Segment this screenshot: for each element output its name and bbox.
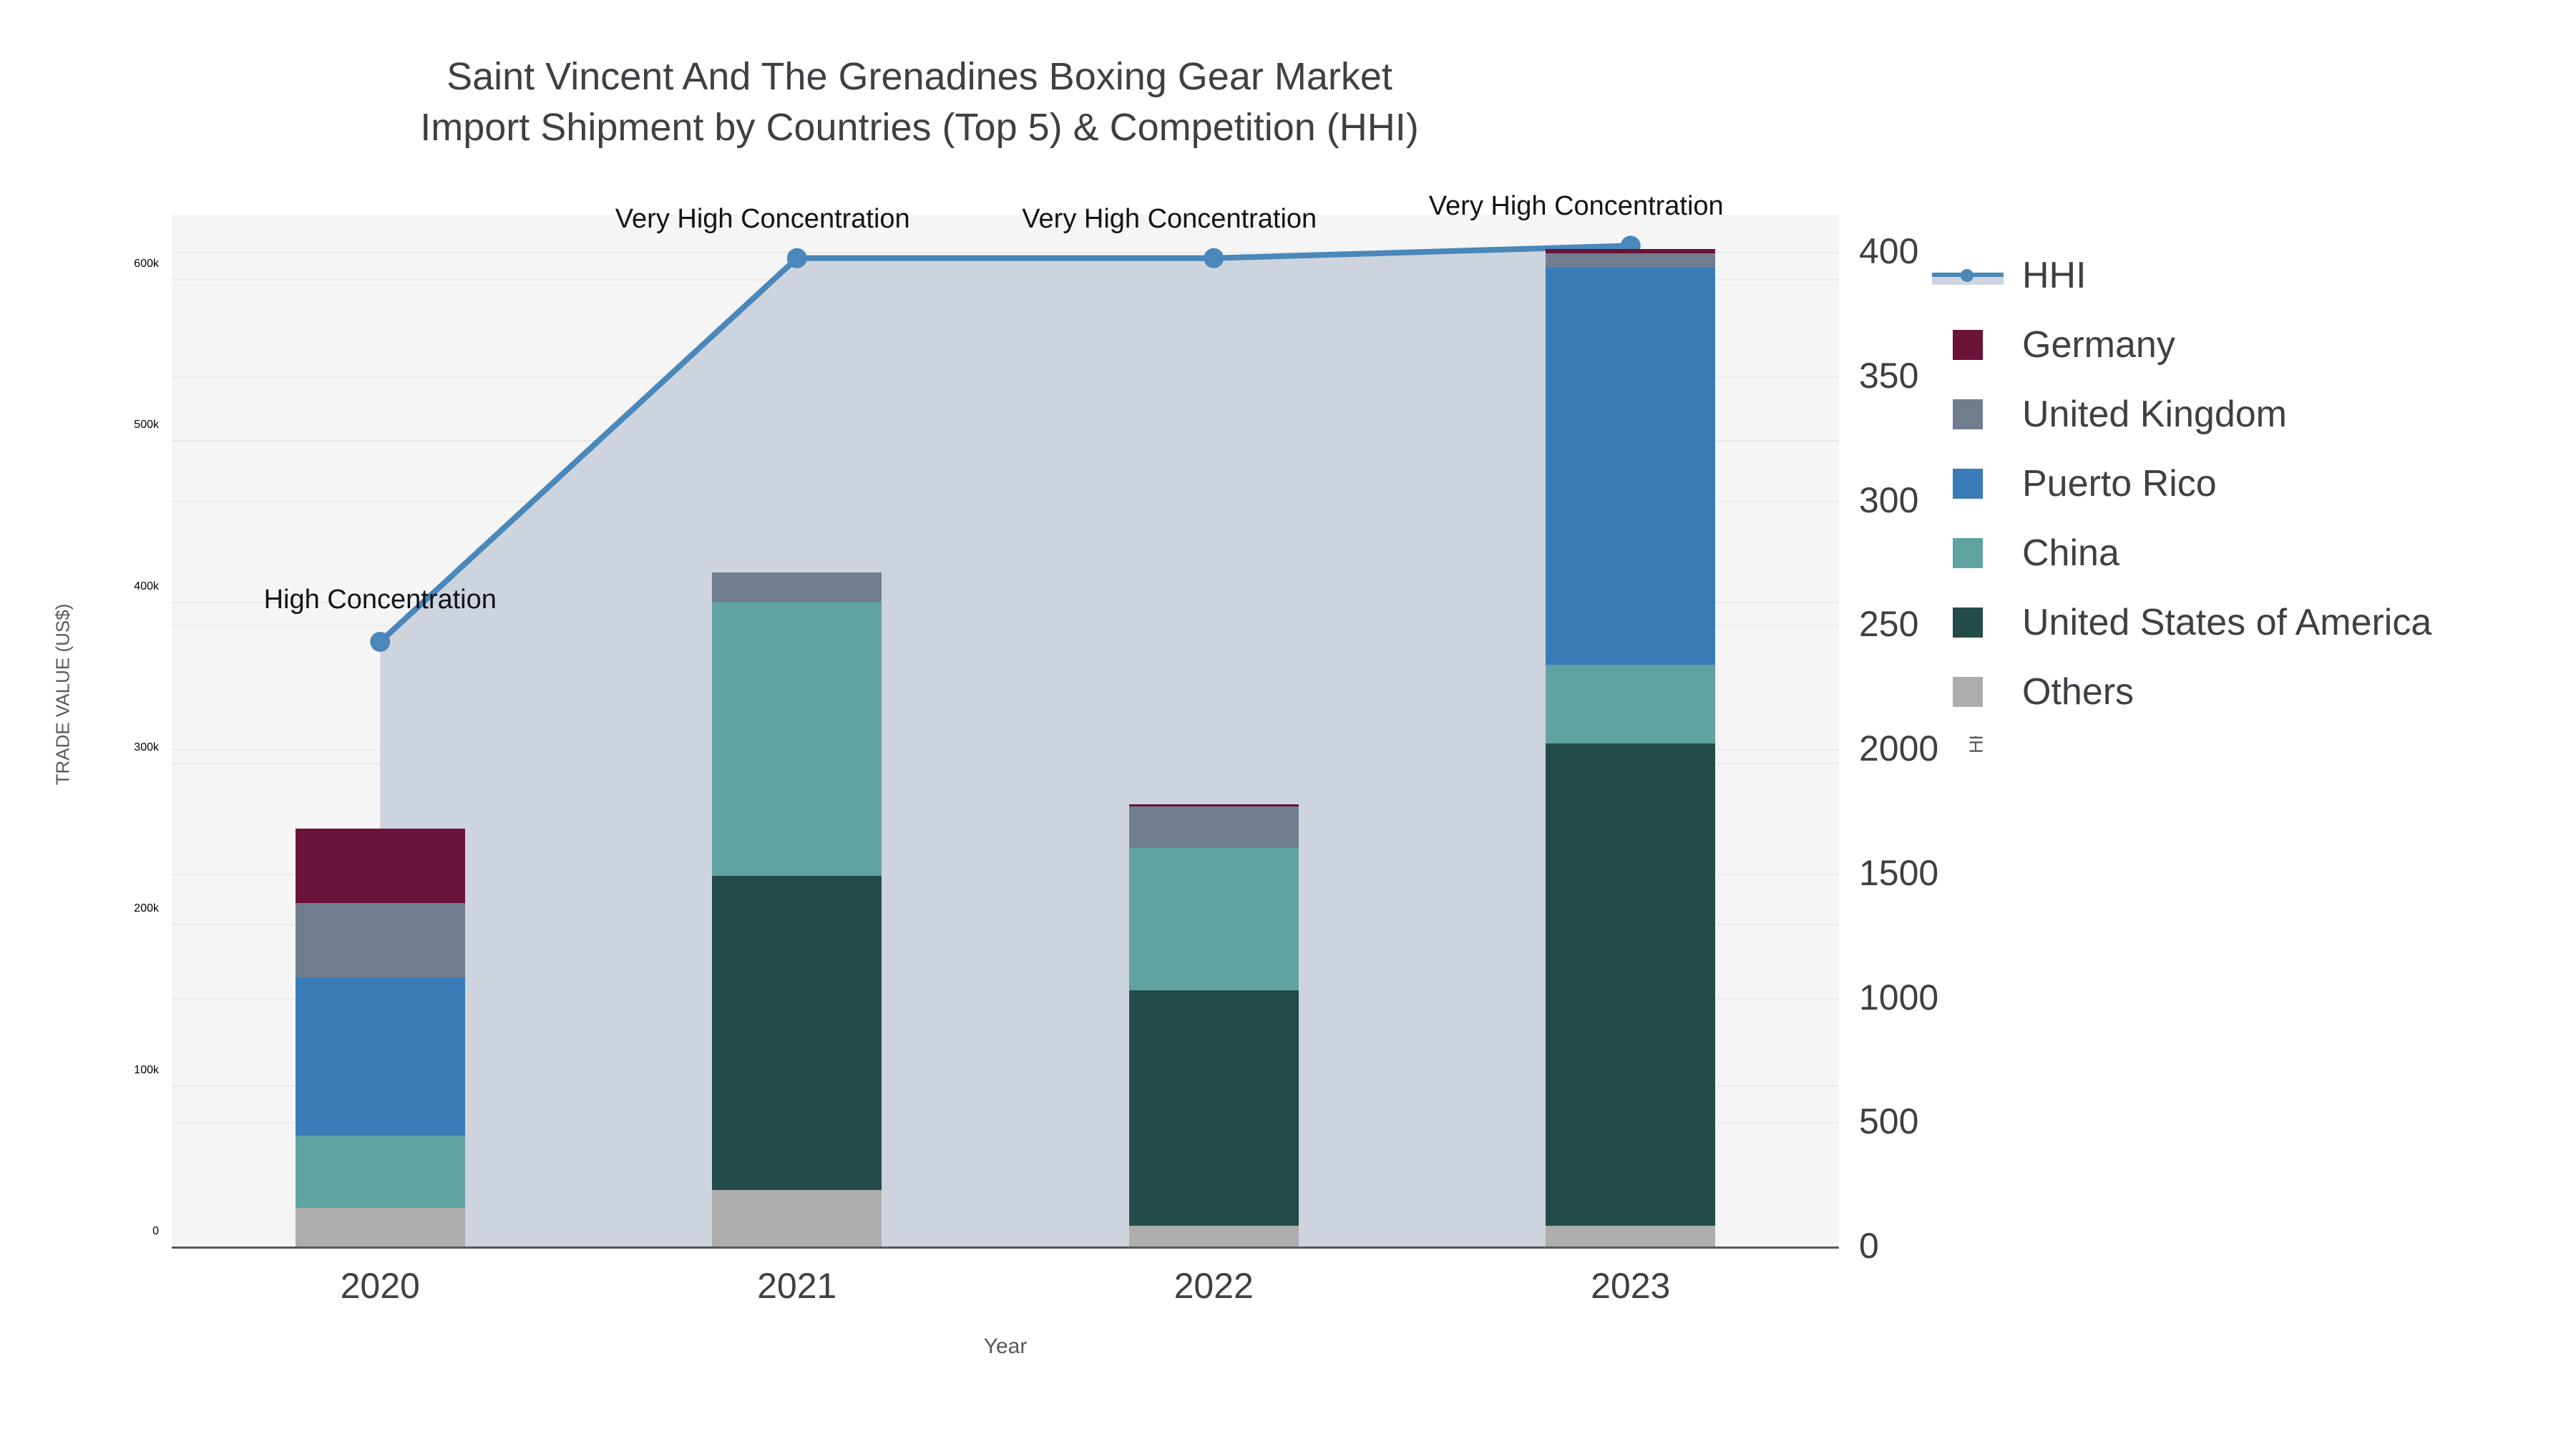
bar-segment[interactable] <box>295 1207 465 1246</box>
bar-segment[interactable] <box>1546 249 1716 254</box>
y-axis-right-tick-label: 1500 <box>1859 852 1939 893</box>
y-axis-right-tick-label: 300 <box>1859 479 1919 520</box>
y-axis-left-tick-label: 200k <box>134 902 159 915</box>
y-axis-right-tick-label: 350 <box>1859 355 1919 396</box>
legend-item-united-states-of-america[interactable]: United States of America <box>1932 587 2431 657</box>
legend-item-united-kingdom[interactable]: United Kingdom <box>1932 379 2431 449</box>
legend-swatch-icon <box>1953 676 1983 707</box>
legend-item-label: Germany <box>2022 323 2175 366</box>
bar-segment[interactable] <box>1546 253 1716 268</box>
y-axis-left-tick-label: 100k <box>134 1063 159 1076</box>
hhi-marker[interactable] <box>370 631 391 652</box>
legend-swatch-icon <box>1953 468 1983 499</box>
bar-2020[interactable] <box>295 829 465 1246</box>
y-axis-left-tick-label: 600k <box>134 258 159 270</box>
bar-segment[interactable] <box>295 1135 465 1208</box>
y-axis-right-tick-label: 500 <box>1859 1101 1919 1142</box>
hhi-line <box>378 243 1631 644</box>
x-axis-tick-label: 2022 <box>1174 1266 1254 1306</box>
y-axis-right-tick-label: 1000 <box>1859 977 1939 1018</box>
bar-2023[interactable] <box>1546 249 1716 1246</box>
legend-swatch-icon <box>1953 329 1983 360</box>
x-axis-line <box>172 1246 1839 1249</box>
bar-segment[interactable] <box>712 572 882 602</box>
y-axis-left-tick-label: 500k <box>134 419 159 431</box>
y-axis-left-tick-label: 400k <box>134 580 159 592</box>
hhi-marker[interactable] <box>786 248 807 268</box>
y-axis-right-tick-label: 400 <box>1859 231 1919 272</box>
bar-segment[interactable] <box>1546 664 1716 743</box>
hhi-annotation-label: Very High Concentration <box>1428 191 1724 222</box>
x-axis-title: Year <box>983 1335 1028 1358</box>
y-axis-right-tick-label: 0 <box>1859 1226 1879 1266</box>
y-axis-left-tick-label: 300k <box>134 741 159 754</box>
bar-segment[interactable] <box>1546 743 1716 1226</box>
bar-segment[interactable] <box>1128 1225 1299 1246</box>
legend-item-label: China <box>2022 532 2119 574</box>
hhi-annotation-label: High Concentration <box>263 584 497 615</box>
bar-segment[interactable] <box>712 875 882 1191</box>
legend-item-label: Others <box>2022 670 2135 713</box>
x-axis-tick-label: 2021 <box>757 1266 837 1306</box>
legend-swatch-icon <box>1953 399 1983 429</box>
bar-2022[interactable] <box>1128 804 1299 1246</box>
y-axis-right-tick-label: 250 <box>1859 604 1919 645</box>
hhi-annotation-label: Very High Concentration <box>615 203 910 234</box>
bar-segment[interactable] <box>1546 1225 1716 1246</box>
legend-item-label: Puerto Rico <box>2022 462 2217 504</box>
legend-item-germany[interactable]: Germany <box>1932 310 2431 379</box>
legend-item-label: United Kingdom <box>2022 393 2287 435</box>
legend-item-puerto-rico[interactable]: Puerto Rico <box>1932 449 2431 518</box>
legend-swatch-icon <box>1953 607 1983 638</box>
legend-item-china[interactable]: China <box>1932 518 2431 587</box>
legend-line-icon <box>1932 260 2004 291</box>
hhi-area-fill <box>380 245 1631 1246</box>
y-axis-left-title: TRADE VALUE (US$) <box>52 603 74 786</box>
bar-segment[interactable] <box>712 601 882 876</box>
legend-item-others[interactable]: Others <box>1932 657 2431 726</box>
bar-segment[interactable] <box>1128 804 1299 806</box>
x-axis-tick-label: 2020 <box>340 1266 420 1306</box>
y-axis-right-tick-label: 2000 <box>1859 728 1939 769</box>
hhi-annotation-label: Very High Concentration <box>1022 203 1317 234</box>
chart-title: Saint Vincent And The Grenadines Boxing … <box>420 55 1419 150</box>
bar-2021[interactable] <box>712 572 882 1246</box>
bar-segment[interactable] <box>1546 268 1716 665</box>
hhi-series <box>370 235 1641 1246</box>
legend-swatch-icon <box>1953 537 1983 568</box>
gridline-minor <box>172 252 1839 254</box>
bar-segment[interactable] <box>295 903 465 977</box>
x-axis-tick-label: 2023 <box>1591 1266 1671 1306</box>
bar-segment[interactable] <box>295 977 465 1136</box>
legend: HHI Germany United Kingdom Puerto Rico China… <box>1932 236 2439 736</box>
bar-segment[interactable] <box>712 1190 882 1246</box>
bar-segment[interactable] <box>295 829 465 904</box>
bar-segment[interactable] <box>1128 806 1299 849</box>
hhi-marker[interactable] <box>1204 248 1224 268</box>
legend-item-hhi[interactable]: HHI <box>1932 240 2431 310</box>
bar-segment[interactable] <box>1128 990 1299 1226</box>
legend-item-label: United States of America <box>2022 601 2432 643</box>
bar-segment[interactable] <box>1128 848 1299 990</box>
legend-item-label: HHI <box>2022 254 2087 296</box>
y-axis-left-tick-label: 0 <box>152 1225 159 1237</box>
